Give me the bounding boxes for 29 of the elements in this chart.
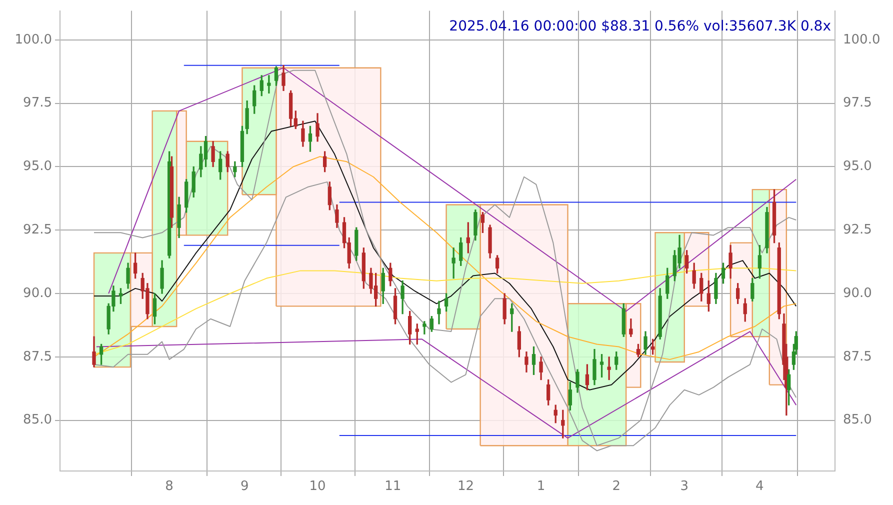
candlestick: [437, 300, 441, 324]
y-tick-label: 100.0: [14, 32, 52, 48]
candlestick: [267, 75, 271, 94]
y2-tick-label: 95.0: [843, 159, 872, 174]
y2-tick-label: 97.5: [843, 96, 872, 111]
x-tick-label: 4: [756, 479, 764, 494]
x-tick-label: 3: [680, 479, 689, 494]
candlestick: [452, 248, 456, 279]
candlestick: [607, 356, 611, 380]
y2-tick-label: 100.0: [843, 32, 880, 48]
candlestick: [422, 321, 426, 334]
y2-tick-label: 87.5: [843, 349, 872, 364]
x-tick-label: 11: [384, 479, 402, 494]
x-tick-label: 2: [612, 479, 620, 494]
y-tick-label: 85.0: [23, 412, 52, 428]
x-tick-label: 9: [240, 479, 249, 494]
x-tick-label: 10: [309, 479, 326, 494]
y-tick-label: 92.5: [23, 222, 52, 238]
y2-tick-label: 90.0: [843, 286, 872, 301]
y-tick-label: 97.5: [23, 96, 52, 111]
y-tick-label: 87.5: [23, 349, 52, 364]
y2-tick-label: 92.5: [843, 222, 872, 238]
x-tick-label: 12: [457, 479, 474, 494]
y-tick-label: 90.0: [23, 286, 52, 301]
x-tick-label: 1: [536, 479, 546, 494]
y2-tick-label: 85.0: [843, 412, 872, 428]
x-tick-label: 8: [165, 479, 174, 494]
y-tick-label: 95.0: [23, 159, 52, 174]
annotation: 2025.04.16 00:00:00 $88.31 0.56% vol:35607.3K 0.8x: [449, 18, 831, 34]
